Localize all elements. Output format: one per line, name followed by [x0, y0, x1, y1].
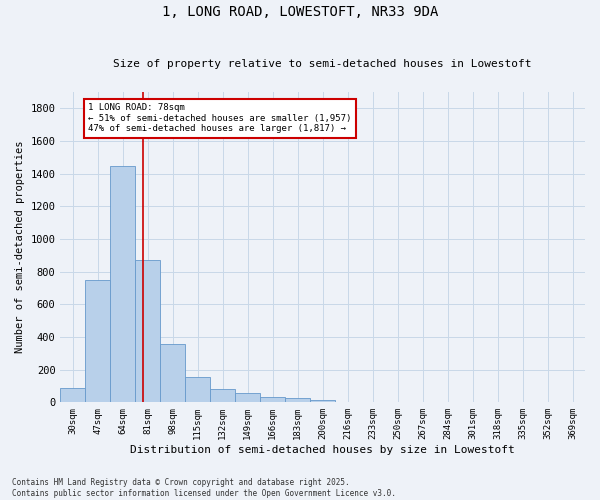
- Bar: [310, 400, 335, 402]
- Title: Size of property relative to semi-detached houses in Lowestoft: Size of property relative to semi-detach…: [113, 59, 532, 69]
- Bar: [160, 344, 185, 403]
- Bar: [110, 166, 136, 402]
- Bar: [61, 388, 85, 402]
- Bar: [260, 396, 285, 402]
- Bar: [235, 394, 260, 402]
- Text: Contains HM Land Registry data © Crown copyright and database right 2025.
Contai: Contains HM Land Registry data © Crown c…: [12, 478, 396, 498]
- Text: 1 LONG ROAD: 78sqm
← 51% of semi-detached houses are smaller (1,957)
47% of semi: 1 LONG ROAD: 78sqm ← 51% of semi-detache…: [88, 104, 352, 133]
- Text: 1, LONG ROAD, LOWESTOFT, NR33 9DA: 1, LONG ROAD, LOWESTOFT, NR33 9DA: [162, 5, 438, 19]
- Bar: [210, 390, 235, 402]
- Bar: [85, 280, 110, 402]
- Y-axis label: Number of semi-detached properties: Number of semi-detached properties: [15, 141, 25, 354]
- Bar: [285, 398, 310, 402]
- Bar: [136, 260, 160, 402]
- Bar: [185, 377, 210, 402]
- X-axis label: Distribution of semi-detached houses by size in Lowestoft: Distribution of semi-detached houses by …: [130, 445, 515, 455]
